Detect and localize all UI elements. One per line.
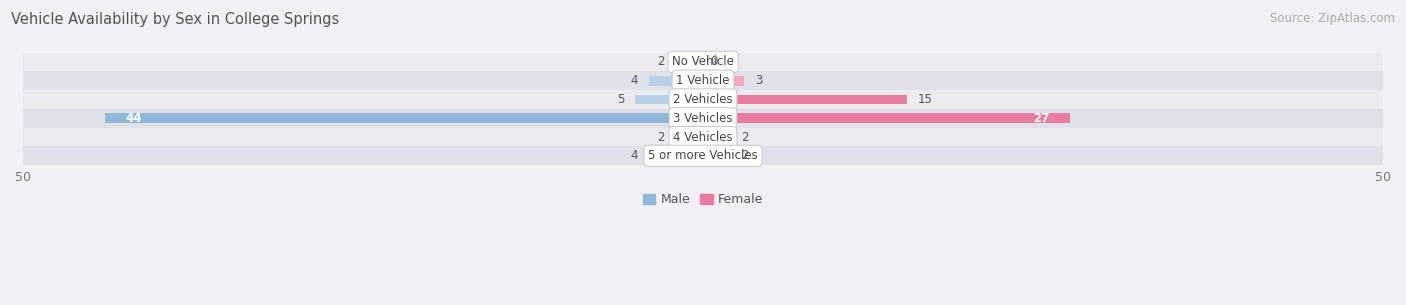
- Bar: [22, 146, 1384, 165]
- Text: 1 Vehicle: 1 Vehicle: [676, 74, 730, 87]
- Bar: [104, 113, 703, 123]
- Text: 2: 2: [741, 149, 748, 162]
- Bar: [703, 151, 730, 161]
- Legend: Male, Female: Male, Female: [638, 188, 768, 211]
- Text: Source: ZipAtlas.com: Source: ZipAtlas.com: [1270, 12, 1395, 25]
- Text: Vehicle Availability by Sex in College Springs: Vehicle Availability by Sex in College S…: [11, 12, 339, 27]
- Text: 5 or more Vehicles: 5 or more Vehicles: [648, 149, 758, 162]
- Text: 5: 5: [617, 93, 624, 106]
- Bar: [703, 132, 730, 142]
- Bar: [703, 113, 1070, 123]
- Bar: [648, 76, 703, 86]
- Bar: [22, 52, 1384, 71]
- Bar: [22, 128, 1384, 146]
- Text: 4 Vehicles: 4 Vehicles: [673, 131, 733, 144]
- Text: No Vehicle: No Vehicle: [672, 56, 734, 68]
- Text: 2: 2: [658, 56, 665, 68]
- Text: 2: 2: [658, 131, 665, 144]
- Bar: [22, 109, 1384, 128]
- Bar: [676, 132, 703, 142]
- Text: 2 Vehicles: 2 Vehicles: [673, 93, 733, 106]
- Bar: [703, 95, 907, 104]
- Text: 44: 44: [125, 112, 142, 125]
- Text: 3 Vehicles: 3 Vehicles: [673, 112, 733, 125]
- Text: 4: 4: [630, 74, 638, 87]
- Text: 2: 2: [741, 131, 748, 144]
- Text: 27: 27: [1033, 112, 1050, 125]
- Text: 3: 3: [755, 74, 762, 87]
- Text: 4: 4: [630, 149, 638, 162]
- Text: 0: 0: [710, 56, 717, 68]
- Bar: [22, 90, 1384, 109]
- Bar: [636, 95, 703, 104]
- Bar: [648, 151, 703, 161]
- Text: 15: 15: [918, 93, 932, 106]
- Bar: [703, 76, 744, 86]
- Bar: [22, 71, 1384, 90]
- Bar: [676, 57, 703, 67]
